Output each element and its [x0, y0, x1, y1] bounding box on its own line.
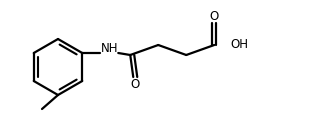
- Text: O: O: [210, 9, 219, 22]
- Text: OH: OH: [230, 38, 248, 51]
- Text: NH: NH: [101, 41, 118, 55]
- Text: O: O: [131, 78, 140, 90]
